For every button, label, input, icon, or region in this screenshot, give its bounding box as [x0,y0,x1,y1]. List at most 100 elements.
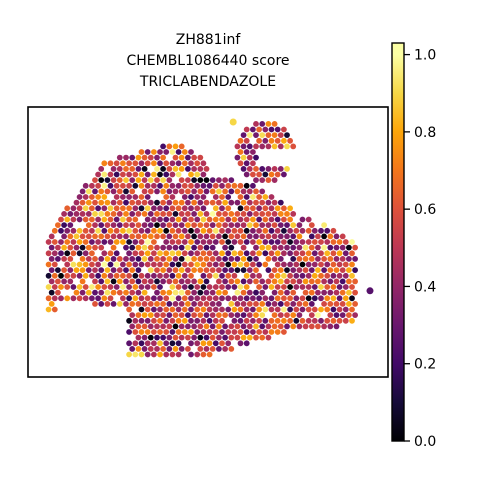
spot-point [222,278,229,285]
spot-point [132,317,139,324]
spot-point [197,301,204,307]
spot-point [231,182,238,189]
spot-point [64,272,71,279]
spot-point [253,312,259,318]
spot-point [243,126,250,133]
spot-point [281,284,287,290]
spot-point [200,272,207,279]
colorbar-tick-label: 0.6 [414,202,436,218]
spot-point [243,329,250,335]
spot-point [138,194,145,200]
spot-point [293,272,300,279]
spot-point [225,182,232,189]
spot-point [51,261,58,268]
spot-point [135,256,142,262]
spot-point [209,301,216,307]
spot-point [82,227,89,234]
spot-point [212,295,219,302]
spot-point [206,317,213,324]
spot-point [222,177,229,184]
spot-point [240,323,247,330]
spot-point [324,306,331,313]
spot-point [243,239,250,245]
spot-point [73,244,80,251]
spot-point [250,295,256,302]
spot-point [277,222,284,229]
spot-point [154,177,160,184]
spot-point [246,312,253,318]
spot-point [265,278,272,285]
spot-point [135,211,142,217]
spot-point [120,261,126,268]
spot-point [64,227,71,234]
spot-point [281,317,287,324]
spot-point [268,306,275,313]
spot-point [135,278,142,285]
spot-point [172,199,179,206]
spot-point [315,267,321,273]
spot-point [346,256,352,262]
spot-point [92,267,98,273]
spot-point [290,267,297,273]
spot-point [138,317,145,324]
spot-point [290,222,297,229]
spot-point [268,137,275,144]
spot-point [95,182,101,189]
spot-point [166,166,173,172]
spot-point [194,351,201,358]
spot-point [85,211,92,217]
spot-point [48,267,55,273]
spot-point [144,284,151,290]
spot-point [246,323,253,330]
spot-point [246,188,253,195]
spot-point [85,267,92,273]
spot-point [138,160,145,167]
spot-point [67,222,74,229]
spot-point [287,137,293,144]
spot-point [259,177,266,184]
spot-point [51,272,58,279]
spot-point [129,188,136,195]
spot-point [160,312,167,318]
spot-point [194,171,201,178]
spot-point [144,351,151,358]
spot-point [219,216,225,223]
spot-point [178,301,185,307]
spot-point [253,278,259,285]
spot-point [259,301,266,307]
spot-point [352,278,358,285]
spot-point [339,301,346,307]
spot-point [181,149,188,155]
spot-point [259,188,266,195]
spot-point [265,199,272,206]
spot-point [48,256,55,262]
spot-point [160,143,167,150]
spot-point [268,171,275,178]
spot-point [107,284,114,290]
spot-point [163,317,170,324]
spot-point [98,233,105,240]
spot-point [95,216,101,223]
spot-point [104,256,111,262]
spot-point [166,267,173,273]
spot-point [132,171,139,178]
spot-point [116,188,123,195]
spot-point [191,233,198,240]
spot-point [154,289,160,296]
spot-point [157,306,163,313]
spot-point [188,306,194,313]
spot-point [154,278,160,285]
spot-point [76,284,83,290]
spot-point [243,250,250,257]
spot-point [253,334,259,341]
spot-point [51,227,58,234]
spot-point [178,244,185,251]
spot-point [85,188,92,195]
spot-point [169,272,176,279]
spot-point [126,239,132,245]
spot-point [324,250,331,257]
spot-point [166,199,173,206]
spot-point [265,244,272,251]
spot-point [265,166,272,172]
spot-point [324,317,331,324]
